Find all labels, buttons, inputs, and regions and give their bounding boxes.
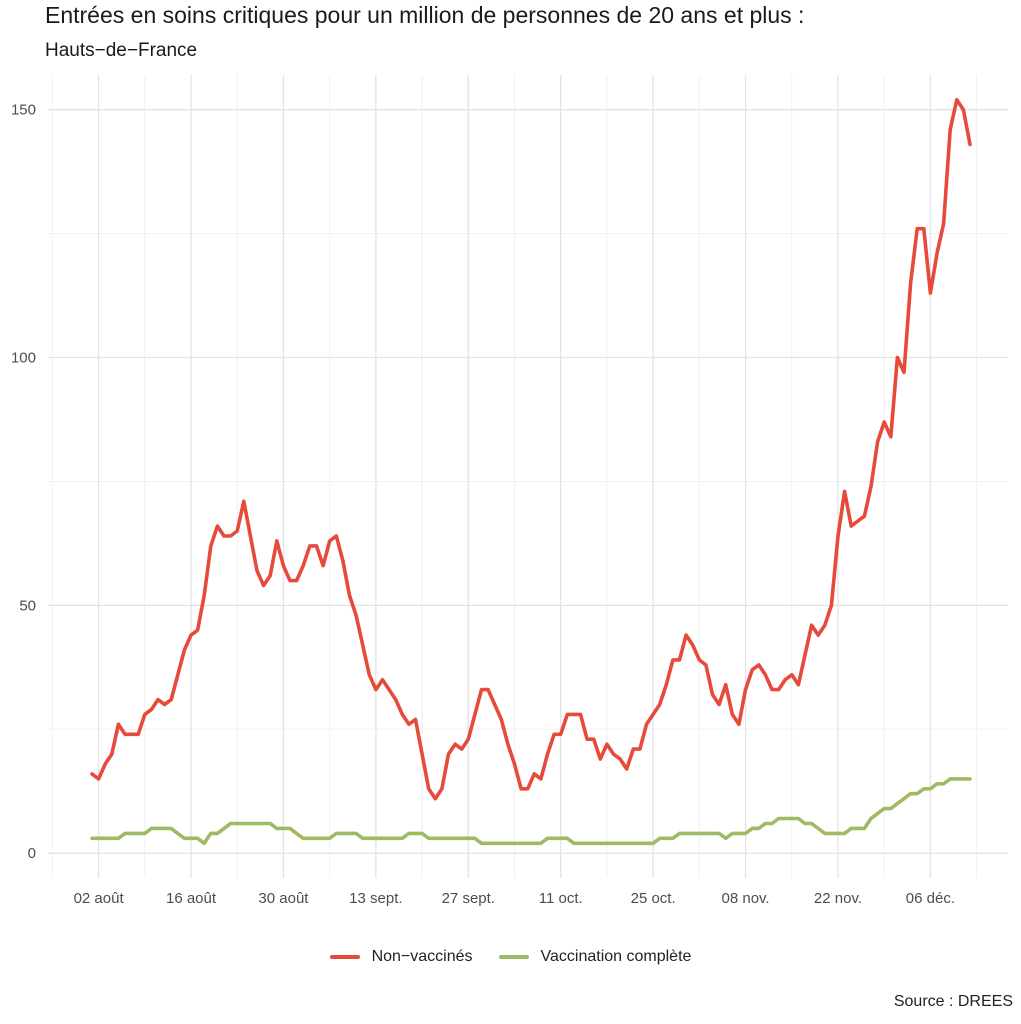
line-chart: 0 50 100 150 02 août 16 août 30 août 13 sept. 2…	[11, 75, 1008, 907]
legend-key-vaccination-complete	[498, 955, 529, 959]
minor-gridlines	[48, 75, 1008, 878]
y-tick-label: 150	[11, 102, 36, 119]
x-tick-label: 13 sept.	[349, 890, 402, 907]
y-tick-label: 100	[11, 350, 36, 367]
x-tick-label: 11 oct.	[539, 890, 583, 907]
legend: Non−vaccinés Vaccination complète	[0, 948, 1021, 966]
legend-label-vaccination-complete: Vaccination complète	[540, 948, 692, 965]
y-tick-label: 0	[28, 845, 36, 862]
x-tick-label: 16 août	[166, 890, 217, 907]
x-tick-label: 02 août	[74, 890, 125, 907]
major-gridlines	[48, 75, 1008, 878]
legend-label-non-vaccines: Non−vaccinés	[371, 948, 473, 965]
series-lines	[90, 98, 972, 846]
x-tick-label: 22 nov.	[814, 890, 862, 907]
series-line-non-vaccines	[90, 98, 972, 801]
x-tick-label: 06 déc.	[906, 890, 955, 907]
chart-subtitle: Hauts−de−France	[45, 40, 198, 61]
legend-item-vaccination-complete: Vaccination complète	[498, 948, 692, 966]
series-line-vaccination-complete	[90, 777, 972, 846]
x-tick-label: 27 sept.	[442, 890, 495, 907]
y-tick-label: 50	[19, 597, 36, 614]
source-caption: Source : DREES	[893, 993, 1013, 1010]
chart-title: Entrées en soins critiques pour un milli…	[45, 2, 805, 28]
x-tick-label: 30 août	[258, 890, 309, 907]
x-tick-label: 08 nov.	[722, 890, 770, 907]
legend-item-non-vaccines: Non−vaccinés	[329, 948, 473, 966]
x-axis: 02 août 16 août 30 août 13 sept. 27 sept. 11 …	[74, 890, 955, 907]
y-axis: 0 50 100 150	[11, 102, 36, 863]
x-tick-label: 25 oct.	[631, 890, 676, 907]
legend-key-non-vaccines	[329, 955, 360, 959]
